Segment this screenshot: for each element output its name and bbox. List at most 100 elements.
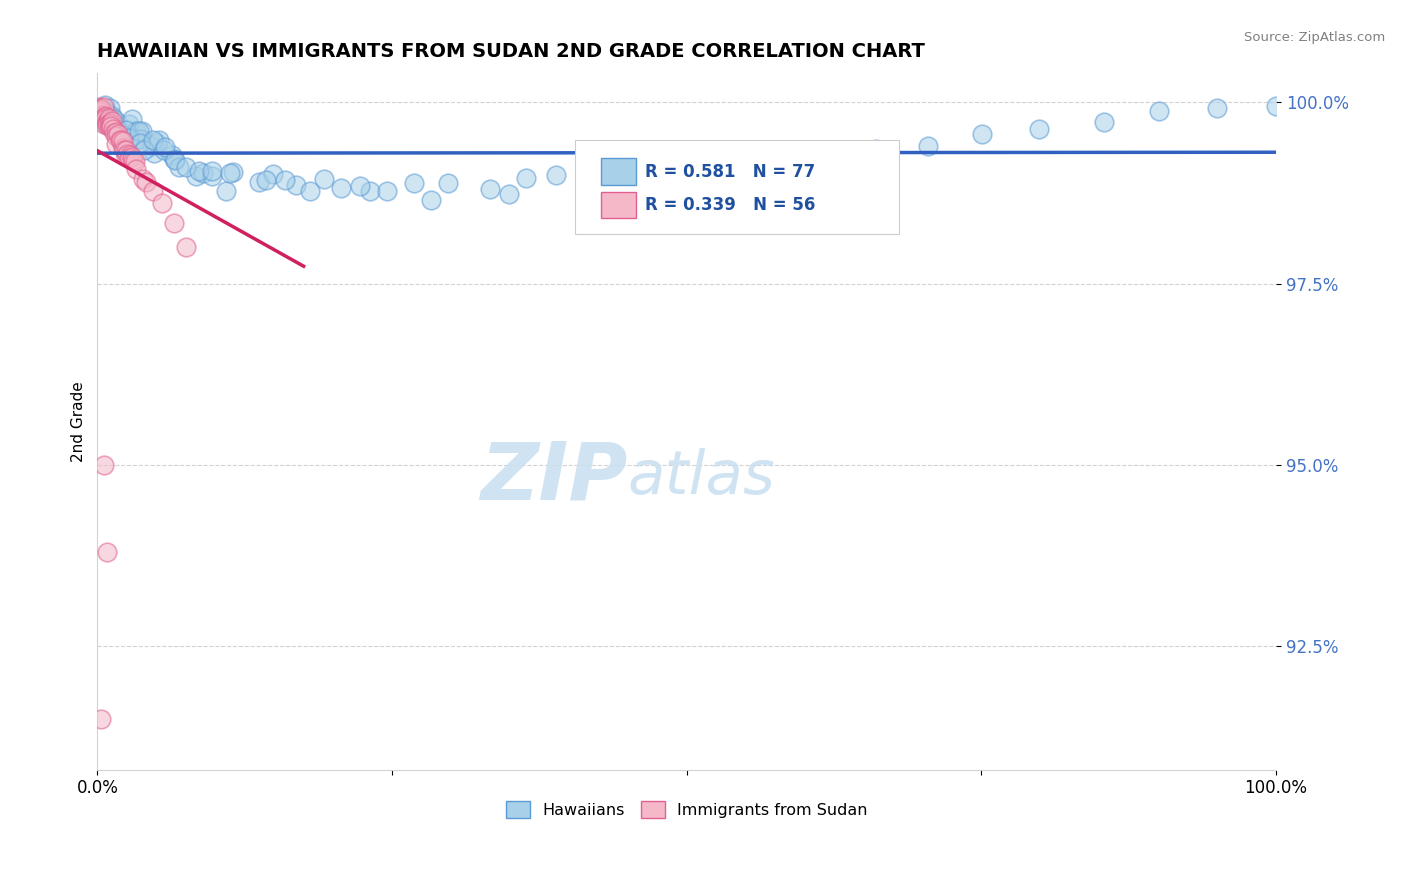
Point — [97, 111, 120, 125]
Point — [142, 184, 165, 198]
Point — [132, 143, 155, 157]
Point — [98, 101, 121, 115]
Point — [132, 171, 155, 186]
Point — [98, 110, 121, 124]
Point — [107, 126, 129, 140]
Point — [1206, 101, 1229, 115]
Point — [115, 149, 138, 163]
Point — [148, 133, 170, 147]
Point — [90, 102, 112, 116]
Point — [515, 170, 537, 185]
Point — [89, 103, 111, 118]
Text: HAWAIIAN VS IMMIGRANTS FROM SUDAN 2ND GRADE CORRELATION CHART: HAWAIIAN VS IMMIGRANTS FROM SUDAN 2ND GR… — [97, 42, 925, 61]
Point — [676, 147, 699, 161]
Point — [163, 152, 186, 166]
Point — [274, 173, 297, 187]
Point — [165, 153, 187, 167]
Point — [103, 112, 125, 127]
Text: atlas: atlas — [628, 448, 776, 507]
Point — [1265, 99, 1288, 113]
Point — [721, 155, 744, 169]
Point — [89, 101, 111, 115]
Point — [105, 114, 128, 128]
Point — [89, 103, 111, 118]
Point — [89, 111, 111, 125]
Point — [359, 184, 381, 198]
Point — [1028, 121, 1050, 136]
Point — [402, 177, 425, 191]
Point — [917, 139, 939, 153]
Point — [131, 124, 153, 138]
Point — [298, 184, 321, 198]
Point — [124, 153, 146, 168]
Point — [91, 111, 114, 125]
Point — [127, 132, 149, 146]
Text: ZIP: ZIP — [481, 438, 628, 516]
Point — [89, 100, 111, 114]
Point — [150, 196, 173, 211]
Point — [176, 160, 198, 174]
Point — [93, 117, 115, 131]
Point — [167, 160, 190, 174]
Point — [215, 184, 238, 198]
Point — [120, 148, 142, 162]
FancyBboxPatch shape — [600, 192, 636, 219]
Point — [91, 108, 114, 122]
Point — [111, 141, 134, 155]
Point — [141, 133, 163, 147]
Point — [101, 122, 124, 136]
Point — [153, 139, 176, 153]
FancyBboxPatch shape — [575, 139, 898, 234]
Point — [115, 143, 138, 157]
Point — [98, 120, 121, 134]
Point — [118, 131, 141, 145]
Point — [125, 124, 148, 138]
Point — [117, 133, 139, 147]
Point — [437, 176, 460, 190]
Point — [100, 119, 122, 133]
Point — [125, 162, 148, 177]
Point — [94, 117, 117, 131]
Point — [114, 123, 136, 137]
Point — [93, 458, 115, 472]
Point — [160, 148, 183, 162]
Point — [94, 98, 117, 112]
Point — [128, 124, 150, 138]
Point — [118, 117, 141, 131]
Point — [153, 143, 176, 157]
Point — [94, 109, 117, 123]
Point — [420, 193, 443, 207]
Point — [89, 103, 111, 117]
Point — [135, 175, 157, 189]
Point — [103, 126, 125, 140]
Point — [101, 114, 124, 128]
Point — [193, 166, 215, 180]
Point — [285, 178, 308, 192]
Point — [312, 172, 335, 186]
Point — [478, 182, 501, 196]
Point — [143, 146, 166, 161]
Point — [110, 133, 132, 147]
Point — [766, 154, 789, 169]
Point — [96, 114, 118, 128]
Point — [115, 146, 138, 161]
Point — [94, 110, 117, 124]
Point — [174, 239, 197, 253]
Point — [201, 163, 224, 178]
Point — [118, 151, 141, 165]
Point — [94, 112, 117, 126]
Point — [628, 164, 651, 178]
Point — [121, 112, 143, 126]
Point — [114, 128, 136, 142]
Point — [330, 181, 353, 195]
Y-axis label: 2nd Grade: 2nd Grade — [72, 381, 86, 462]
Point — [91, 111, 114, 125]
FancyBboxPatch shape — [600, 159, 636, 185]
Point — [349, 178, 371, 193]
Point — [970, 127, 993, 141]
Point — [96, 104, 118, 119]
Point — [93, 100, 115, 114]
Point — [219, 166, 242, 180]
Point — [186, 169, 208, 184]
Point — [107, 127, 129, 141]
